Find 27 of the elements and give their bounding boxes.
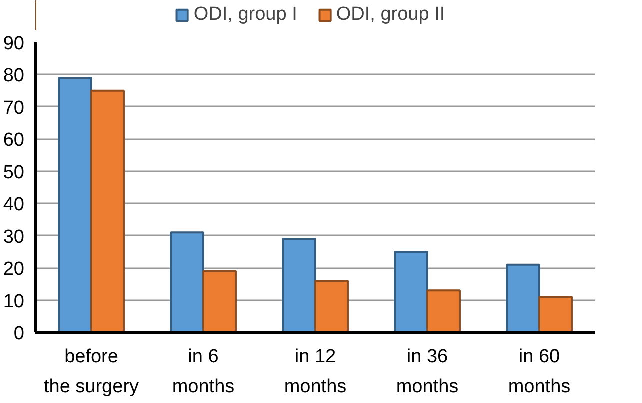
bar (170, 232, 204, 332)
y-tick-label: 90 (3, 34, 25, 54)
y-tick-label: 30 (3, 226, 25, 248)
bar (314, 280, 349, 332)
category-label: in 6 months (172, 346, 235, 398)
bar (426, 290, 461, 332)
y-tick-label: 20 (3, 259, 25, 280)
y-tick-label: 60 (3, 130, 25, 152)
legend-label: ODI, group II (336, 4, 446, 26)
y-tick-label: 10 (3, 291, 25, 312)
y-tick-label: 50 (3, 162, 25, 184)
y-tick-label: 0 (14, 324, 25, 344)
bar (202, 270, 237, 332)
y-tick-label: 40 (3, 194, 25, 216)
category-label: in 36 months (396, 346, 459, 398)
category-label: in 60 months (508, 346, 571, 398)
bar (58, 76, 92, 332)
category-label: in 12 months (284, 346, 347, 398)
bar (506, 264, 540, 332)
bar (90, 90, 125, 332)
legend-label: ODI, group I (194, 4, 298, 26)
y-tick-label: 70 (3, 98, 25, 119)
bar (394, 250, 428, 332)
bar (282, 238, 316, 332)
category-label: before the surgery (44, 346, 140, 398)
bar (538, 296, 573, 332)
y-tick-label: 80 (3, 66, 25, 87)
